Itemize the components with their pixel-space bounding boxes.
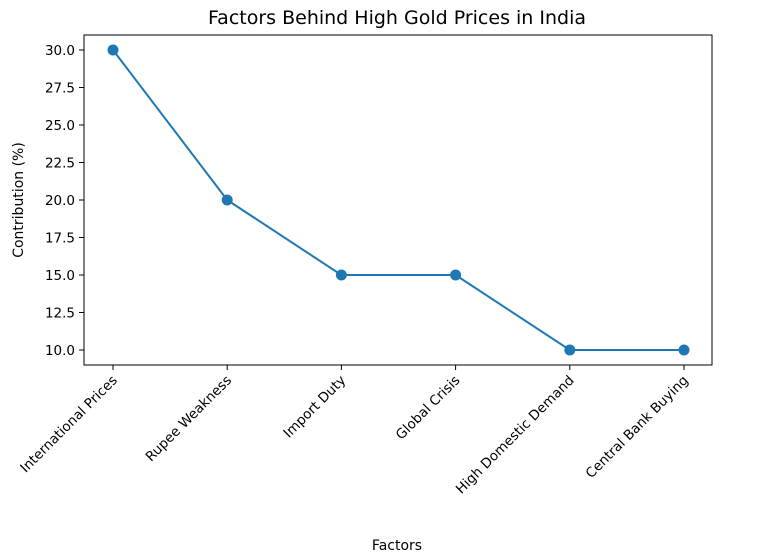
x-tick-label: Rupee Weakness (143, 373, 235, 465)
x-tick-label: High Domestic Demand (453, 373, 578, 498)
plot-frame (83, 34, 713, 366)
chart-title: Factors Behind High Gold Prices in India (208, 7, 586, 29)
x-axis: International Prices Rupee Weakness Import… (17, 365, 692, 497)
y-tick-label: 25.0 (45, 118, 75, 134)
y-tick-label: 12.5 (45, 306, 75, 322)
y-axis: 10.0 12.5 15.0 17.5 20.0 22.5 25.0 27.5 30.0 (45, 43, 84, 359)
y-tick-label: 15.0 (45, 268, 75, 284)
y-tick-label: 17.5 (45, 231, 75, 247)
y-tick-label: 22.5 (45, 156, 75, 172)
data-point (450, 269, 462, 281)
data-point (107, 44, 119, 56)
x-tick-label: International Prices (17, 373, 121, 477)
y-axis-label: Contribution (%) (11, 142, 27, 258)
y-tick-label: 10.0 (45, 343, 75, 359)
y-tick-label: 30.0 (45, 43, 75, 59)
x-axis-label: Factors (372, 538, 422, 554)
series-group (107, 44, 690, 356)
x-tick-label: Import Duty (280, 373, 349, 442)
data-point (221, 194, 233, 206)
x-tick-label: Central Bank Buying (583, 373, 692, 482)
series-line (112, 49, 684, 351)
data-point (678, 344, 690, 356)
y-tick-label: 27.5 (45, 81, 75, 97)
y-tick-label: 20.0 (45, 193, 75, 209)
data-point (564, 344, 576, 356)
data-point (335, 269, 347, 281)
x-tick-label: Global Crisis (393, 373, 464, 444)
